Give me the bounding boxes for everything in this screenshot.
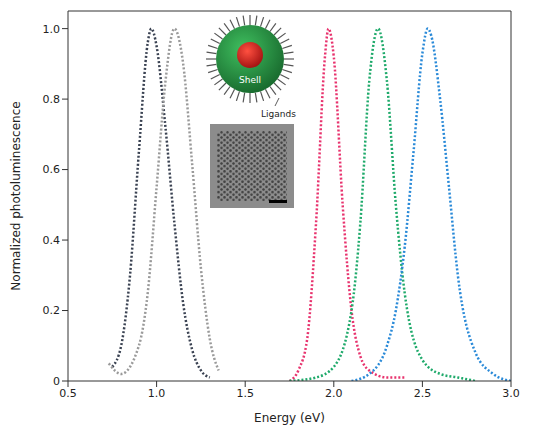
svg-text:0.4: 0.4 — [43, 234, 61, 247]
svg-text:0.2: 0.2 — [43, 304, 61, 317]
svg-text:Ligands: Ligands — [261, 109, 296, 119]
svg-text:2.0: 2.0 — [325, 387, 343, 400]
svg-text:3.0: 3.0 — [502, 387, 520, 400]
svg-text:Shell: Shell — [239, 75, 261, 85]
svg-text:1.0: 1.0 — [43, 23, 61, 36]
svg-text:0.5: 0.5 — [59, 387, 77, 400]
svg-text:Energy (eV): Energy (eV) — [254, 411, 325, 425]
svg-text:2.5: 2.5 — [414, 387, 432, 400]
svg-text:Normalized photoluminescence: Normalized photoluminescence — [9, 101, 23, 290]
svg-text:1.5: 1.5 — [236, 387, 254, 400]
svg-text:0.6: 0.6 — [43, 163, 61, 176]
svg-text:1.0: 1.0 — [148, 387, 166, 400]
svg-text:0.8: 0.8 — [43, 93, 61, 106]
svg-text:0: 0 — [53, 375, 60, 388]
